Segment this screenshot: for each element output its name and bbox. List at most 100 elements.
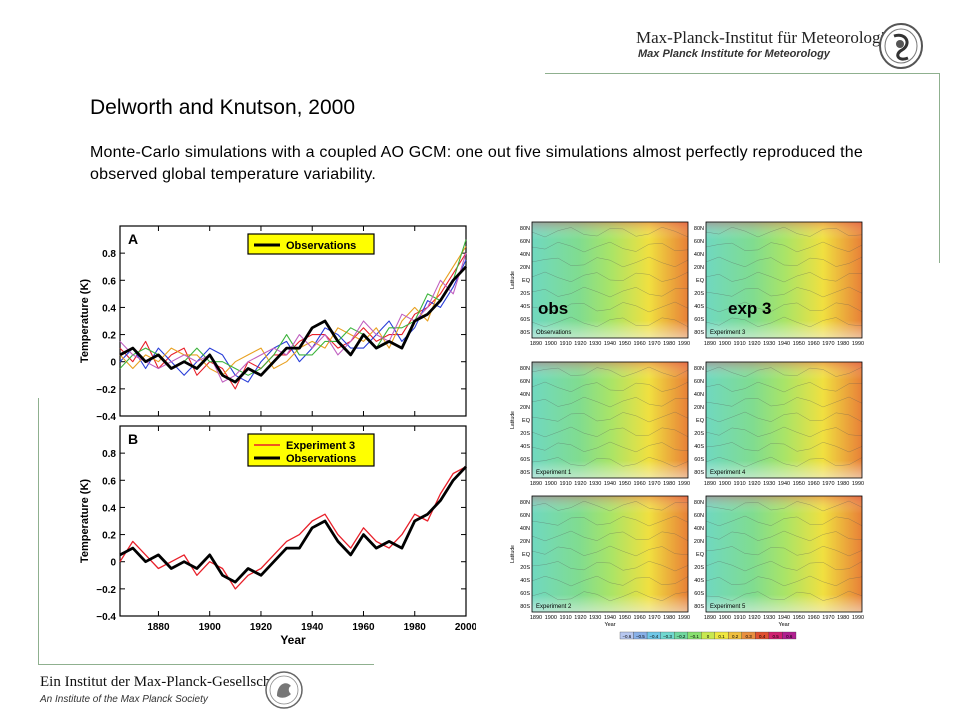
colorbar-tick-label: 0.3 xyxy=(745,634,752,639)
colorbar-tick-label: −0.5 xyxy=(636,634,645,639)
colorbar-tick-label: −0.6 xyxy=(622,634,631,639)
contour-line xyxy=(531,316,689,328)
footer-rule xyxy=(38,664,374,665)
lat-tick-label: 40N xyxy=(520,252,530,258)
lat-tick-label: 20S xyxy=(520,291,530,297)
lat-tick-label: EQ xyxy=(696,552,705,558)
year-tick-label: 1950 xyxy=(619,341,631,347)
contour-line xyxy=(531,500,688,512)
lat-tick-label: 40S xyxy=(520,304,530,310)
lat-tick-label: 40N xyxy=(520,526,530,532)
contour-line xyxy=(531,590,689,602)
contour-line xyxy=(705,590,863,602)
society-name-en: An Institute of the Max Planck Society xyxy=(40,694,208,705)
latitude-axis-label: Latitude xyxy=(510,271,516,289)
slide-subtitle: Monte-Carlo simulations with a coupled A… xyxy=(90,144,863,183)
lat-tick-label: 20S xyxy=(694,431,704,437)
legend-label: Observations xyxy=(286,240,356,252)
lat-tick-label: EQ xyxy=(522,552,531,558)
map-panel-label: Observations xyxy=(536,330,571,336)
y-tick-label: 0.6 xyxy=(102,476,116,487)
x-tick-label: 1900 xyxy=(199,622,222,633)
lat-tick-label: 20N xyxy=(694,539,704,545)
y-tick-label: 0.8 xyxy=(102,449,116,460)
year-tick-label: 1910 xyxy=(733,481,745,487)
lat-tick-label: EQ xyxy=(696,418,705,424)
lat-tick-label: 60N xyxy=(694,513,704,519)
year-tick-label: 1930 xyxy=(589,341,601,347)
year-tick-label: 1980 xyxy=(837,481,849,487)
slide-title: Delworth and Knutson, 2000 xyxy=(90,96,356,119)
lat-tick-label: 40S xyxy=(520,578,530,584)
lat-tick-label: 60N xyxy=(520,513,530,519)
map-panel-label: Experiment 1 xyxy=(536,470,572,476)
lat-tick-label: 40N xyxy=(694,392,704,398)
chart-panel-a: −0.4 −0.2 0 0.2 0.4 0.6 0.8 Temperature (K) A Obs… xyxy=(79,225,468,423)
map-overlay-label: obs xyxy=(538,299,568,318)
colorbar-tick-label: −0.2 xyxy=(676,634,685,639)
year-tick-label: 1960 xyxy=(633,481,645,487)
lat-tick-label: 20N xyxy=(694,405,704,411)
legend-box xyxy=(247,433,375,467)
lat-tick-label: 40S xyxy=(694,304,704,310)
lat-tick-label: 60N xyxy=(694,239,704,245)
year-tick-label: 1950 xyxy=(793,341,805,347)
lat-tick-label: 20N xyxy=(520,539,530,545)
year-tick-label: 1970 xyxy=(822,615,834,621)
year-tick-label: 1920 xyxy=(748,481,760,487)
x-tick-label: 2000 xyxy=(455,622,476,633)
map-field-overlay xyxy=(532,496,688,612)
contour-line xyxy=(705,226,863,238)
year-tick-label: 1970 xyxy=(648,481,660,487)
lat-tick-label: 80S xyxy=(694,330,704,336)
header-rule xyxy=(545,73,940,74)
year-tick-label: 1990 xyxy=(852,615,864,621)
series-line-observations xyxy=(119,265,468,384)
header-rule-vertical xyxy=(939,73,940,263)
year-tick-label: 1980 xyxy=(837,615,849,621)
contour-line xyxy=(705,301,863,313)
y-axis-label: Temperature (K) xyxy=(79,479,91,563)
year-tick-label: 1970 xyxy=(648,615,660,621)
lat-tick-label: 40N xyxy=(694,252,704,258)
map-field-overlay xyxy=(706,362,862,478)
year-tick-label: 1990 xyxy=(678,615,690,621)
lat-tick-label: 60N xyxy=(520,239,530,245)
year-tick-label: 1990 xyxy=(678,481,690,487)
lat-tick-label: 20N xyxy=(694,265,704,271)
contour-line xyxy=(705,545,863,557)
contour-line xyxy=(531,441,689,453)
lat-tick-label: EQ xyxy=(522,278,531,284)
year-tick-label: 1910 xyxy=(559,481,571,487)
lat-tick-label: 60S xyxy=(694,591,704,597)
lat-tick-label: 80S xyxy=(520,330,530,336)
colorbar-tick-label: 0 xyxy=(707,634,710,639)
colorbar-tick-label: 0.5 xyxy=(773,634,780,639)
year-tick-label: 1990 xyxy=(852,481,864,487)
lat-tick-label: 80S xyxy=(694,604,704,610)
lat-tick-label: 60S xyxy=(694,317,704,323)
year-tick-label: 1970 xyxy=(822,341,834,347)
year-tick-label: 1940 xyxy=(604,341,616,347)
map-frame xyxy=(705,361,863,479)
lat-tick-label: 80N xyxy=(520,500,530,506)
y-axis-label: Temperature (K) xyxy=(79,279,91,363)
year-tick-label: 1930 xyxy=(763,341,775,347)
y-tick-label: 0.6 xyxy=(102,276,116,287)
legend-label: Observations xyxy=(286,453,356,465)
year-tick-label: 1910 xyxy=(559,341,571,347)
year-tick-label: 1970 xyxy=(822,481,834,487)
map-frame xyxy=(531,361,689,479)
lat-tick-label: 80S xyxy=(520,604,530,610)
contour-line xyxy=(531,241,689,253)
year-tick-label: 1910 xyxy=(733,615,745,621)
year-tick-label: 1920 xyxy=(574,615,586,621)
contour-line xyxy=(705,530,863,542)
year-tick-label: 1980 xyxy=(663,615,675,621)
contour-line xyxy=(531,286,688,298)
contour-line xyxy=(705,286,863,298)
